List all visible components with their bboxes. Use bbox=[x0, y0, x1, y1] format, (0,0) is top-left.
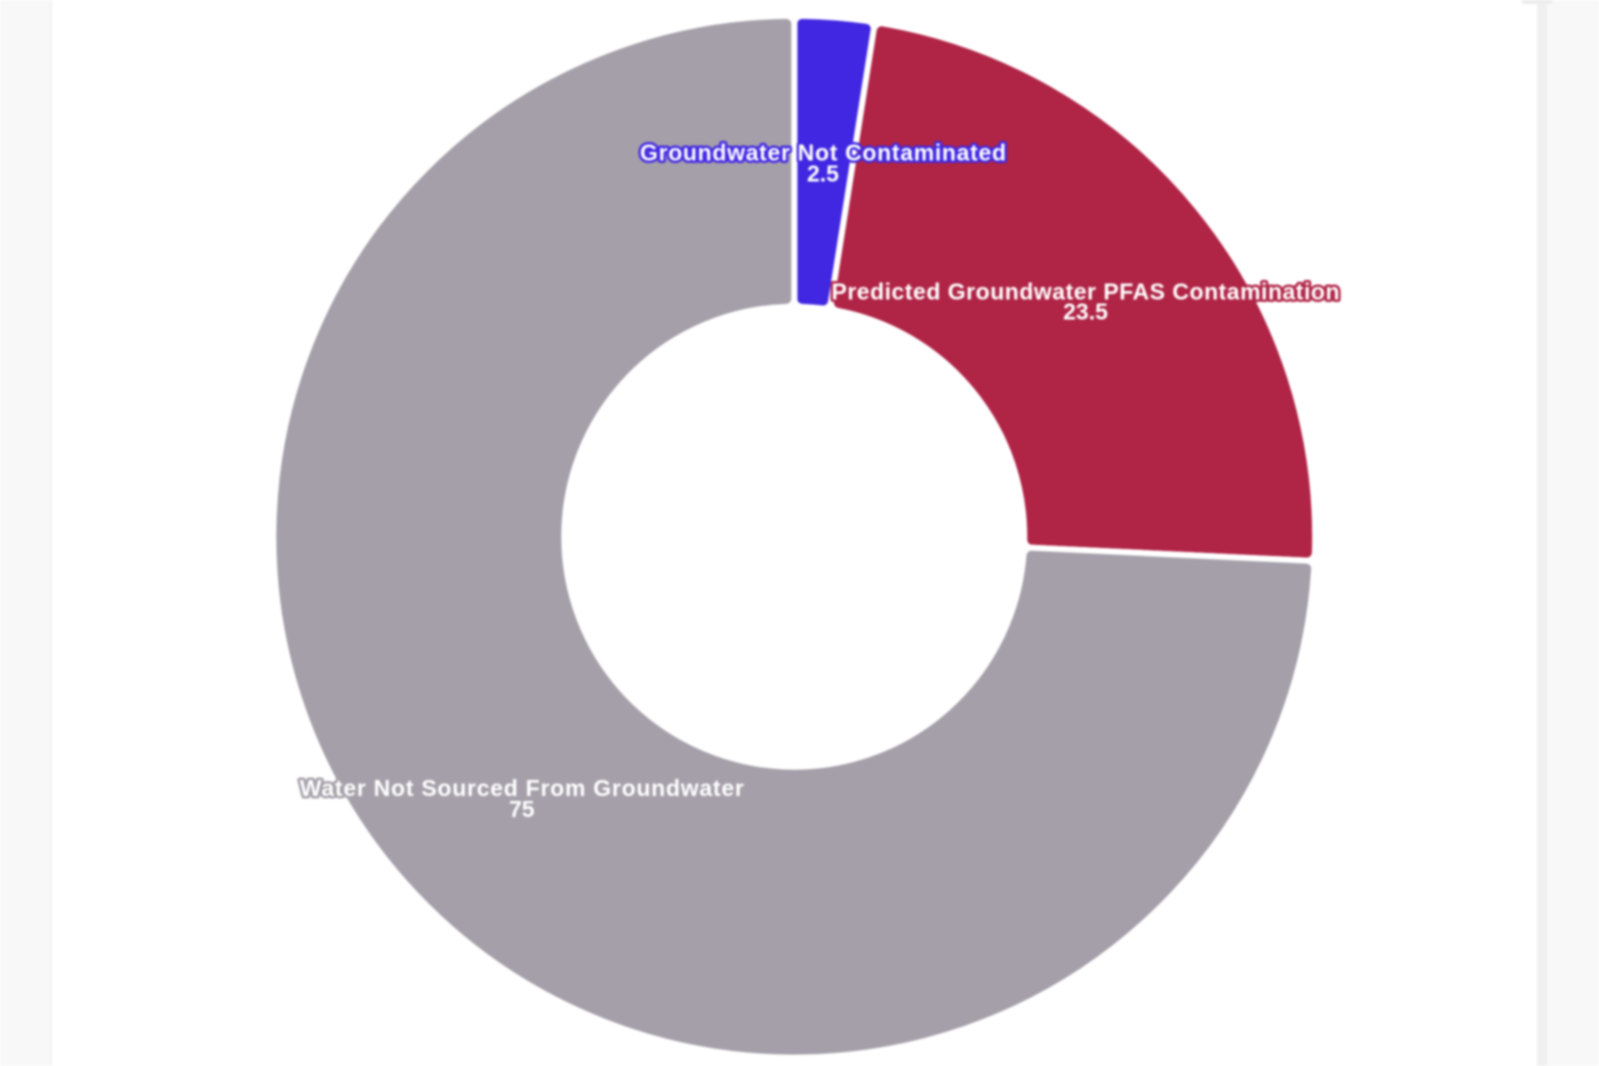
svg-text:Groundwater Not Contaminated: Groundwater Not Contaminated bbox=[640, 140, 1006, 166]
svg-text:23.5: 23.5 bbox=[1063, 299, 1108, 325]
svg-text:Predicted Groundwater PFAS Con: Predicted Groundwater PFAS Contamination bbox=[832, 279, 1340, 305]
svg-text:Water Not Sourced From Groundw: Water Not Sourced From Groundwater bbox=[300, 775, 744, 801]
svg-text:2.5: 2.5 bbox=[807, 161, 839, 187]
svg-text:75: 75 bbox=[509, 796, 535, 822]
